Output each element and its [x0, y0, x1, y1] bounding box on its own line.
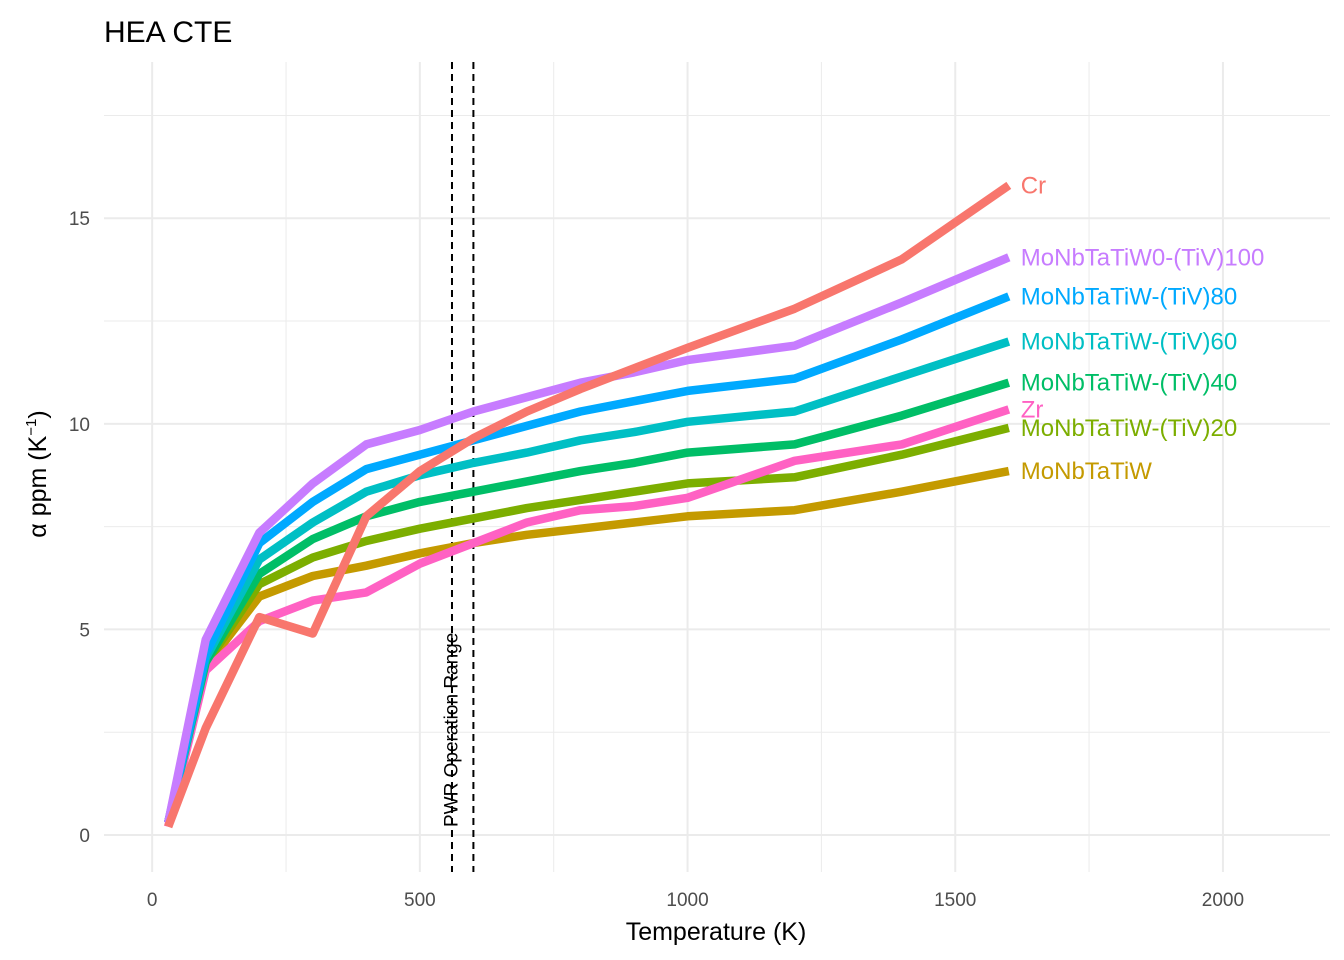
series-lines	[164, 181, 1012, 829]
series-label-monbtatiw-tiv-20: MoNbTaTiW-(TiV)20	[1021, 415, 1237, 442]
y-tick-label: 10	[69, 415, 90, 436]
y-axis-title-close: )	[24, 410, 52, 418]
series-label-monbtatiw0-tiv-100: MoNbTaTiW0-(TiV)100	[1021, 244, 1265, 271]
series-label-zr: Zr	[1021, 396, 1044, 423]
x-tick-label: 500	[404, 890, 436, 911]
series-label-cr: Cr	[1021, 172, 1046, 199]
x-tick-label: 2000	[1202, 890, 1244, 911]
y-axis-title-superscript: −1	[23, 419, 40, 436]
pwr-operation-range-label: PWR Operation Range	[442, 633, 463, 827]
y-tick-label: 0	[79, 826, 90, 847]
y-axis-ticks: 0 5 10 15	[69, 209, 90, 847]
series-label-monbtatiw-tiv-80: MoNbTaTiW-(TiV)80	[1021, 283, 1237, 310]
x-axis-title: Temperature (K)	[626, 918, 807, 946]
x-tick-label: 1000	[666, 890, 708, 911]
series-line-cr	[164, 181, 1012, 829]
y-tick-label: 5	[79, 620, 90, 641]
series-line-monbtatiw-tiv-40	[164, 378, 1011, 824]
reference-lines: PWR Operation Range	[442, 62, 475, 872]
series-line-monbtatiw-tiv-20	[164, 423, 1010, 824]
x-tick-label: 1500	[934, 890, 976, 911]
series-line-monbtatiw-tiv-80	[164, 292, 1011, 824]
y-tick-label: 15	[69, 209, 90, 230]
y-axis-title: α ppm (K−1)	[23, 410, 52, 537]
y-axis-title-main: α ppm (K	[24, 435, 52, 537]
series-labels: MoNbTaTiWMoNbTaTiW-(TiV)20ZrMoNbTaTiW-(T…	[1021, 172, 1265, 485]
x-tick-label: 0	[147, 890, 158, 911]
series-label-monbtatiw-tiv-60: MoNbTaTiW-(TiV)60	[1021, 329, 1237, 356]
chart-title: HEA CTE	[104, 16, 232, 49]
x-axis-ticks: 0 500 1000 1500 2000	[147, 890, 1244, 911]
series-line-monbtatiw0-tiv-100	[164, 253, 1011, 824]
series-label-monbtatiw: MoNbTaTiW	[1021, 458, 1152, 485]
series-line-monbtatiw-tiv-60	[164, 337, 1011, 824]
series-label-monbtatiw-tiv-40: MoNbTaTiW-(TiV)40	[1021, 370, 1237, 397]
series-line-monbtatiw	[164, 466, 1010, 824]
